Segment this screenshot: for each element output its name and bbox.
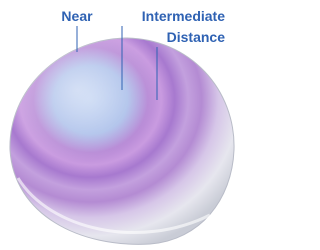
distance-label: Distance (167, 29, 226, 45)
near-label: Near (61, 8, 93, 24)
lens-diagram: Near Intermediate Distance (0, 0, 242, 250)
page: Near Intermediate Distance (() => { cons… (0, 0, 320, 250)
intermediate-label: Intermediate (142, 8, 225, 24)
